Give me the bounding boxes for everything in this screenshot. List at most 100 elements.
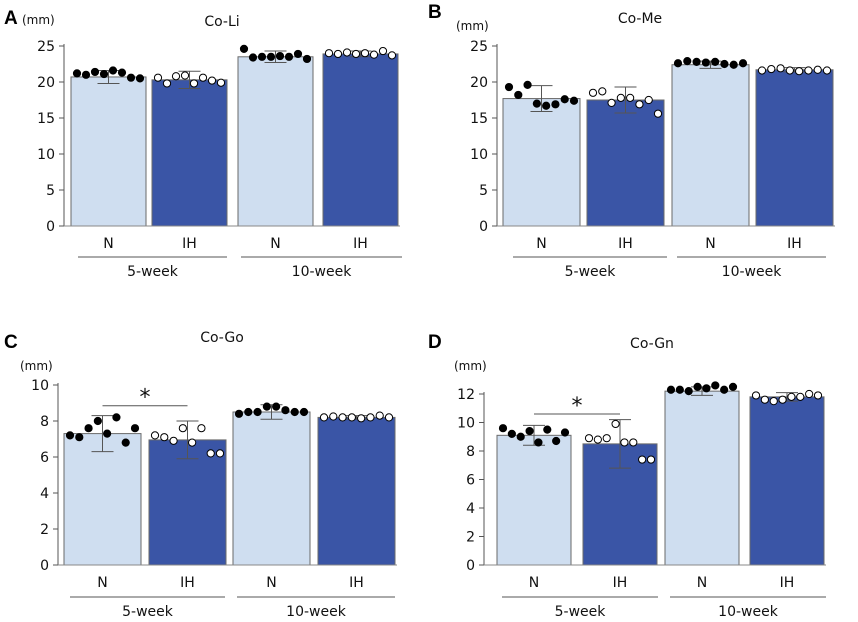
data-point xyxy=(253,407,262,417)
data-point xyxy=(207,76,217,85)
data-point xyxy=(169,436,178,445)
data-point xyxy=(675,385,684,394)
data-point xyxy=(543,425,552,434)
panel-letter: B xyxy=(428,2,442,23)
chart-title: Co-Li xyxy=(204,14,239,30)
group-label: 5-week xyxy=(127,264,179,280)
data-point xyxy=(65,431,75,440)
bar-n-5-week xyxy=(63,433,142,566)
data-point xyxy=(532,99,541,108)
y-tick-label: 10 xyxy=(457,416,475,432)
bar-n-10-week xyxy=(237,56,314,227)
data-point xyxy=(338,413,347,422)
data-point xyxy=(81,70,91,79)
data-point xyxy=(534,438,543,447)
data-point xyxy=(135,74,145,83)
y-axis-unit: (mm) xyxy=(22,13,55,27)
x-category-label: IH xyxy=(353,236,368,252)
data-point xyxy=(351,49,361,59)
data-point xyxy=(728,382,738,391)
group-label: 5-week xyxy=(122,604,174,620)
data-point xyxy=(378,46,388,56)
data-point xyxy=(357,414,366,423)
data-point xyxy=(702,384,711,393)
panel-d: D Co-Gn (mm) 0 2 4 6 8 10 12 N IH N IH 5-week 10-week * xyxy=(428,332,826,620)
x-category-label: N xyxy=(529,575,539,591)
data-point xyxy=(795,67,804,76)
data-point xyxy=(620,438,629,447)
bar-n-10-week xyxy=(232,411,311,566)
group-label: 10-week xyxy=(292,264,353,280)
data-point xyxy=(504,82,514,92)
bar-n-5-week xyxy=(496,434,572,566)
panel-letter: D xyxy=(428,332,442,353)
x-category-label: IH xyxy=(349,575,364,591)
data-point xyxy=(738,59,748,68)
data-point xyxy=(525,426,534,436)
x-category-label: IH xyxy=(182,236,197,252)
data-point xyxy=(244,407,253,417)
data-point xyxy=(84,424,93,433)
data-point xyxy=(99,69,109,79)
bar-ih-5-week xyxy=(148,439,227,566)
y-tick-label: 6 xyxy=(40,450,49,466)
y-tick-label: 8 xyxy=(466,444,475,460)
x-category-label: IH xyxy=(613,575,628,591)
data-point xyxy=(684,387,693,396)
y-tick-label: 6 xyxy=(466,473,475,489)
data-point xyxy=(751,391,761,400)
data-point xyxy=(673,59,683,68)
data-point xyxy=(369,50,379,59)
y-tick-label: 4 xyxy=(466,501,475,517)
data-point xyxy=(598,87,607,96)
data-point xyxy=(507,429,516,438)
data-point xyxy=(653,109,663,118)
data-point xyxy=(347,413,356,422)
chart-title: Co-Gn xyxy=(630,336,674,352)
y-tick-label: 2 xyxy=(40,522,49,538)
data-point xyxy=(593,435,602,444)
x-category-label: N xyxy=(97,575,107,591)
data-point xyxy=(516,432,525,441)
bar-ih-10-week xyxy=(322,53,399,227)
data-point xyxy=(275,51,285,61)
data-point xyxy=(720,59,729,69)
data-point xyxy=(616,93,625,102)
data-point xyxy=(813,391,823,400)
data-point xyxy=(701,58,710,67)
data-point xyxy=(72,69,82,78)
bar-ih-5-week xyxy=(586,99,665,227)
data-point xyxy=(822,66,832,75)
data-point xyxy=(103,429,112,438)
data-point xyxy=(178,424,187,433)
data-point xyxy=(569,96,579,105)
data-point xyxy=(729,60,738,69)
data-point xyxy=(160,433,169,442)
y-tick-label: 15 xyxy=(37,111,55,127)
data-point xyxy=(90,67,100,77)
data-point xyxy=(375,411,384,420)
data-point xyxy=(234,409,244,418)
data-point xyxy=(629,438,638,447)
data-point xyxy=(366,413,375,422)
data-point xyxy=(560,95,569,104)
data-point xyxy=(693,382,702,391)
y-tick-label: 12 xyxy=(457,387,475,403)
y-tick-label: 5 xyxy=(46,183,55,199)
data-point xyxy=(215,449,225,458)
data-point xyxy=(206,449,215,458)
x-category-label: N xyxy=(705,236,715,252)
data-point xyxy=(198,73,208,82)
x-category-label: N xyxy=(697,575,707,591)
data-point xyxy=(804,66,813,75)
data-point xyxy=(126,73,136,82)
y-tick-label: 10 xyxy=(37,147,55,163)
y-axis-unit: (mm) xyxy=(456,19,489,33)
data-point xyxy=(711,381,720,390)
bar-n-10-week xyxy=(671,64,750,227)
group-label: 5-week xyxy=(555,604,607,620)
data-point xyxy=(551,100,560,109)
